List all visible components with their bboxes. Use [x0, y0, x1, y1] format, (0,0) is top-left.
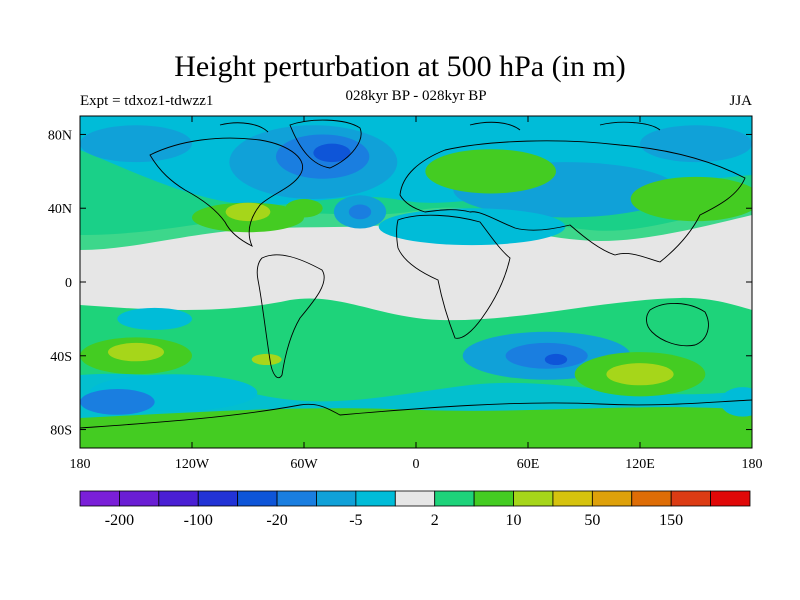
field-anomaly-26: [251, 353, 282, 366]
colorbar-label: 10: [506, 512, 522, 529]
colorbar-bin: [276, 490, 317, 507]
colorbar-label: -5: [349, 512, 362, 529]
field-anomaly-9: [117, 307, 192, 330]
north-america-coast: [149, 137, 303, 247]
page-title: Height perturbation at 500 hPa (in m): [174, 50, 626, 83]
antarctica-coast: [80, 399, 752, 429]
colorbar-bin: [591, 490, 633, 507]
colorbar-bin: [355, 490, 396, 507]
field-anomaly-11: [80, 388, 155, 415]
field-anomaly-14: [544, 353, 568, 366]
field-anomaly-18: [225, 202, 271, 222]
colorbar-label: -20: [266, 512, 287, 529]
lat-tick-label: 80N: [48, 128, 72, 143]
field-anomaly-25: [126, 416, 426, 436]
lat-tick-label: 80S: [50, 424, 72, 439]
lat-tick-label: 0: [65, 276, 72, 291]
field-anomaly-19: [285, 199, 323, 218]
period-label: 028kyr BP - 028kyr BP: [345, 88, 487, 104]
lon-tick-label: 180: [742, 457, 763, 472]
colorbar-bin: [513, 490, 554, 507]
field-anomaly-24: [606, 363, 674, 386]
greenland-coast: [289, 119, 362, 169]
colorbar-bin: [394, 490, 436, 507]
colorbar-bin: [237, 490, 278, 507]
colorbar-bin: [316, 490, 357, 507]
colorbar-bin: [552, 490, 593, 507]
lon-tick-label: 120W: [175, 457, 210, 472]
lat-tick-label: 40S: [50, 350, 72, 365]
lon-tick-label: 180: [70, 457, 91, 472]
lon-tick-label: 120E: [625, 457, 655, 472]
colorbar-bin: [197, 490, 239, 507]
eurasia-coast: [399, 140, 746, 263]
field-anomaly-15: [720, 387, 752, 417]
field-anomaly-8: [378, 208, 566, 246]
field-anomaly-20: [630, 176, 752, 222]
colorbar-bin: [434, 490, 475, 507]
axis-ticks: 180 120W 60W 0 60E 120E 180 80N 40N 0 40S 80S: [48, 116, 763, 472]
australia-coast: [646, 303, 709, 347]
colorbar-bin: [631, 490, 672, 507]
colorbar-label: -200: [105, 512, 134, 529]
colorbar-label: 50: [584, 512, 600, 529]
colorbar: -200 -100 -20 -5 2 10 50 150: [79, 490, 751, 529]
south-america-coast: [256, 254, 325, 379]
season-label: JJA: [729, 93, 752, 109]
arctic-islands-coast: [219, 121, 661, 133]
lon-tick-label: 60W: [290, 457, 318, 472]
colorbar-bin: [710, 490, 751, 507]
colorbar-label: 2: [431, 512, 439, 529]
colorbar-bin: [158, 490, 199, 507]
field-anomaly-3: [313, 143, 351, 163]
field-anomaly-22: [108, 342, 164, 362]
colorbar-bin: [119, 490, 160, 507]
field-anomaly-5: [348, 204, 372, 220]
lon-tick-label: 0: [413, 457, 420, 472]
colorbar-label: 150: [659, 512, 683, 529]
field-anomaly-0: [80, 125, 192, 163]
field-anomaly-16: [425, 149, 556, 194]
lat-tick-label: 40N: [48, 202, 72, 217]
africa-coast: [396, 214, 511, 339]
field-anomaly-13: [505, 342, 588, 369]
coastlines: [80, 119, 752, 429]
field-anomaly-6: [640, 125, 752, 163]
lon-tick-label: 60E: [517, 457, 540, 472]
colorbar-bin: [473, 490, 514, 507]
colorbar-bin: [670, 490, 711, 507]
experiment-label: Expt = tdxoz1-tdwzz1: [80, 93, 214, 109]
colorbar-label: -100: [184, 512, 213, 529]
colorbar-bin: [79, 490, 120, 507]
